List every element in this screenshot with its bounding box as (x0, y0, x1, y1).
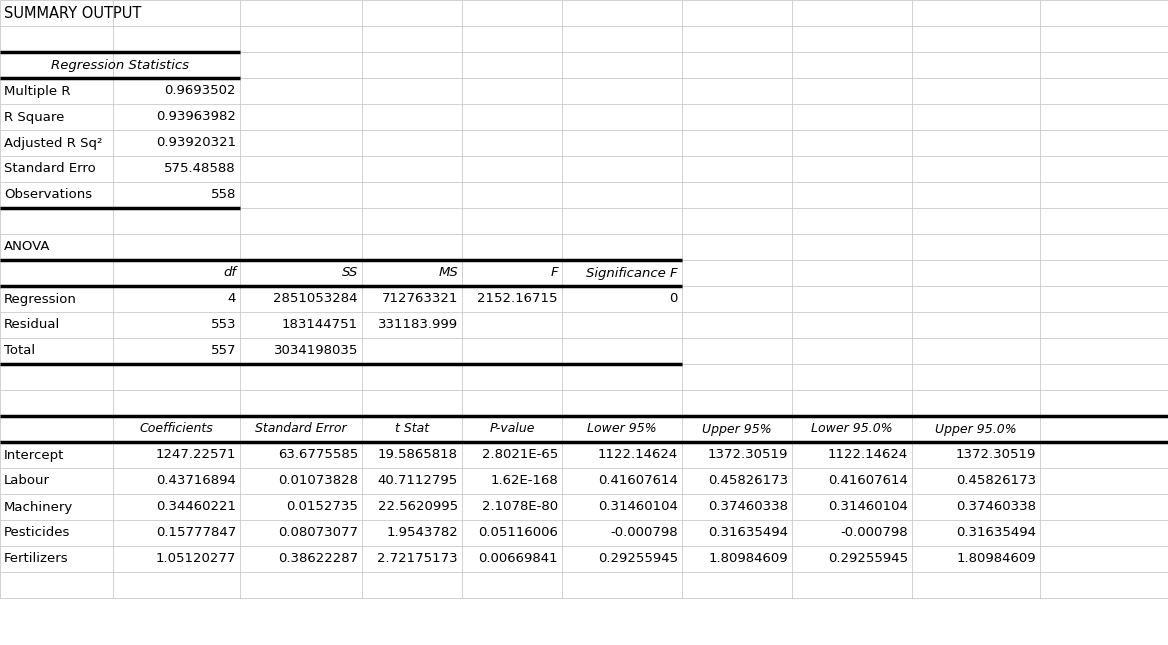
Text: 0.29255945: 0.29255945 (598, 553, 677, 566)
Text: 1122.14624: 1122.14624 (828, 448, 908, 462)
Text: 0.29255945: 0.29255945 (828, 553, 908, 566)
Text: 553: 553 (210, 319, 236, 332)
Text: 0.93963982: 0.93963982 (157, 110, 236, 123)
Text: 2152.16715: 2152.16715 (478, 292, 558, 306)
Text: 1122.14624: 1122.14624 (598, 448, 677, 462)
Text: 3034198035: 3034198035 (273, 344, 359, 357)
Text: 331183.999: 331183.999 (378, 319, 458, 332)
Text: Labour: Labour (4, 475, 50, 488)
Text: 4: 4 (228, 292, 236, 306)
Text: 0.93920321: 0.93920321 (155, 137, 236, 150)
Text: 40.7112795: 40.7112795 (377, 475, 458, 488)
Text: 0.00669841: 0.00669841 (479, 553, 558, 566)
Text: Significance F: Significance F (586, 266, 677, 279)
Text: t Stat: t Stat (395, 422, 429, 435)
Text: 1.62E-168: 1.62E-168 (491, 475, 558, 488)
Text: 0.38622287: 0.38622287 (278, 553, 359, 566)
Text: Machinery: Machinery (4, 501, 74, 513)
Text: Standard Erro: Standard Erro (4, 163, 96, 175)
Text: 1247.22571: 1247.22571 (155, 448, 236, 462)
Text: 183144751: 183144751 (281, 319, 359, 332)
Text: 1372.30519: 1372.30519 (955, 448, 1036, 462)
Text: 2851053284: 2851053284 (273, 292, 359, 306)
Text: -0.000798: -0.000798 (840, 526, 908, 539)
Text: Coefficients: Coefficients (140, 422, 214, 435)
Text: Total: Total (4, 344, 35, 357)
Text: 1.80984609: 1.80984609 (708, 553, 788, 566)
Text: Observations: Observations (4, 188, 92, 201)
Text: 1.9543782: 1.9543782 (387, 526, 458, 539)
Text: 0.34460221: 0.34460221 (157, 501, 236, 513)
Text: 0.31460104: 0.31460104 (598, 501, 677, 513)
Text: df: df (223, 266, 236, 279)
Text: 0.08073077: 0.08073077 (278, 526, 359, 539)
Text: 0.9693502: 0.9693502 (165, 84, 236, 97)
Text: 0: 0 (669, 292, 677, 306)
Text: 575.48588: 575.48588 (165, 163, 236, 175)
Text: SS: SS (342, 266, 359, 279)
Text: ANOVA: ANOVA (4, 241, 50, 253)
Text: 63.6775585: 63.6775585 (278, 448, 359, 462)
Text: 0.45826173: 0.45826173 (955, 475, 1036, 488)
Text: P-value: P-value (489, 422, 535, 435)
Text: Adjusted R Sq²: Adjusted R Sq² (4, 137, 103, 150)
Text: Regression: Regression (4, 292, 77, 306)
Text: 558: 558 (210, 188, 236, 201)
Text: 22.5620995: 22.5620995 (378, 501, 458, 513)
Text: Intercept: Intercept (4, 448, 64, 462)
Text: 2.8021E-65: 2.8021E-65 (481, 448, 558, 462)
Text: 0.31460104: 0.31460104 (828, 501, 908, 513)
Text: 0.31635494: 0.31635494 (955, 526, 1036, 539)
Text: F: F (550, 266, 558, 279)
Text: Upper 95%: Upper 95% (702, 422, 772, 435)
Text: -0.000798: -0.000798 (611, 526, 677, 539)
Text: Regression Statistics: Regression Statistics (51, 59, 189, 72)
Text: 0.01073828: 0.01073828 (278, 475, 359, 488)
Text: 557: 557 (210, 344, 236, 357)
Text: 1.05120277: 1.05120277 (155, 553, 236, 566)
Text: Standard Error: Standard Error (255, 422, 347, 435)
Text: 1.80984609: 1.80984609 (957, 553, 1036, 566)
Text: 0.41607614: 0.41607614 (828, 475, 908, 488)
Text: Fertilizers: Fertilizers (4, 553, 69, 566)
Text: 2.1078E-80: 2.1078E-80 (482, 501, 558, 513)
Text: 712763321: 712763321 (382, 292, 458, 306)
Text: Pesticides: Pesticides (4, 526, 70, 539)
Text: 0.05116006: 0.05116006 (478, 526, 558, 539)
Text: MS: MS (438, 266, 458, 279)
Text: 0.37460338: 0.37460338 (955, 501, 1036, 513)
Text: 0.45826173: 0.45826173 (708, 475, 788, 488)
Text: 0.31635494: 0.31635494 (708, 526, 788, 539)
Text: 0.0152735: 0.0152735 (286, 501, 359, 513)
Text: 19.5865818: 19.5865818 (378, 448, 458, 462)
Text: R Square: R Square (4, 110, 64, 123)
Text: 2.72175173: 2.72175173 (377, 553, 458, 566)
Text: 0.37460338: 0.37460338 (708, 501, 788, 513)
Text: Multiple R: Multiple R (4, 84, 70, 97)
Text: SUMMARY OUTPUT: SUMMARY OUTPUT (4, 6, 141, 21)
Text: 0.43716894: 0.43716894 (157, 475, 236, 488)
Text: 0.15777847: 0.15777847 (155, 526, 236, 539)
Text: Lower 95%: Lower 95% (588, 422, 656, 435)
Text: 0.41607614: 0.41607614 (598, 475, 677, 488)
Text: Lower 95.0%: Lower 95.0% (812, 422, 892, 435)
Text: Upper 95.0%: Upper 95.0% (936, 422, 1017, 435)
Text: Residual: Residual (4, 319, 61, 332)
Text: 1372.30519: 1372.30519 (708, 448, 788, 462)
